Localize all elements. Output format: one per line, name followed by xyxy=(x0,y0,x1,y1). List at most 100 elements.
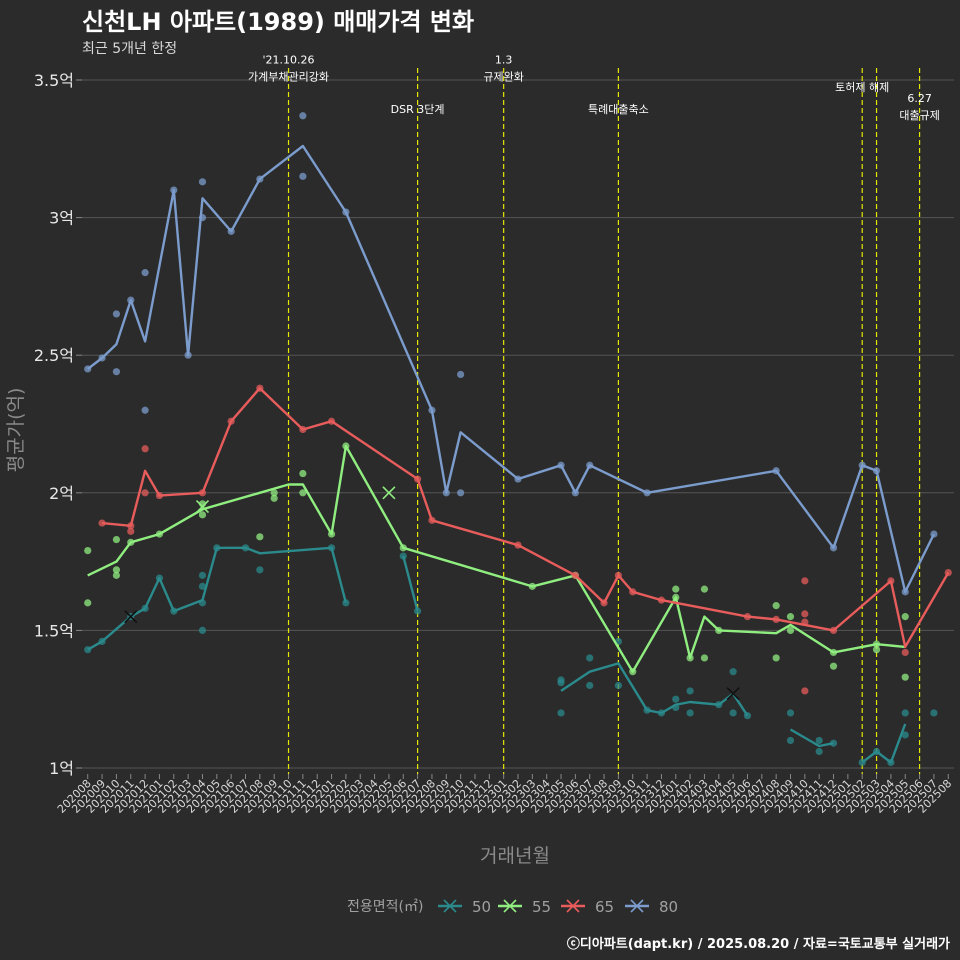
series-65 xyxy=(98,384,952,695)
series-50 xyxy=(84,544,938,767)
legend-title: 전용면적(㎡) xyxy=(347,899,423,915)
data-point xyxy=(557,676,565,684)
legend-item-80: 80 xyxy=(625,898,678,916)
event-label: DSR 3단계 xyxy=(391,103,445,116)
data-point xyxy=(270,489,278,497)
data-point xyxy=(127,527,135,535)
x-axis-ticks: 2020082020092020102020112020122021012021… xyxy=(55,774,954,816)
legend-label: 80 xyxy=(659,898,678,916)
series-line xyxy=(101,387,950,649)
y-tick-label: 3억 xyxy=(49,209,74,228)
data-point xyxy=(141,406,149,414)
data-point xyxy=(141,445,149,453)
data-point xyxy=(672,695,680,703)
data-point xyxy=(112,566,121,574)
series-80 xyxy=(84,112,938,596)
data-point xyxy=(829,662,838,670)
cross-mark xyxy=(195,499,210,514)
data-point xyxy=(198,571,207,579)
legend-label: 65 xyxy=(595,898,614,916)
data-point xyxy=(198,626,207,635)
data-series xyxy=(84,112,952,767)
data-point xyxy=(930,709,938,717)
data-point xyxy=(686,709,694,717)
event-label: 1.3 xyxy=(495,53,513,66)
series-line xyxy=(86,144,935,594)
data-point xyxy=(901,648,909,657)
y-tick-label: 2억 xyxy=(49,484,74,503)
data-point xyxy=(786,613,795,621)
data-point xyxy=(829,739,838,747)
data-point xyxy=(901,709,909,717)
y-tick-label: 1억 xyxy=(49,759,74,778)
y-axis-ticks: 1억 1.5억 2억 2.5억 3억 3.5억 xyxy=(34,71,82,778)
data-point xyxy=(815,747,823,756)
chart-subtitle: 최근 5개년 한정 xyxy=(82,41,178,57)
data-point xyxy=(614,681,622,690)
series-line xyxy=(560,662,749,717)
series-line xyxy=(789,728,834,748)
series-55 xyxy=(84,442,909,681)
event-label: '21.10.26 xyxy=(263,53,315,66)
data-point xyxy=(457,489,465,497)
cross-mark xyxy=(124,610,138,624)
data-point xyxy=(586,681,594,690)
data-point xyxy=(729,709,737,717)
data-point xyxy=(270,494,278,502)
x-axis-title: 거래년월 xyxy=(480,845,550,867)
data-point xyxy=(686,687,694,695)
series-line xyxy=(87,444,906,673)
grid-lines xyxy=(82,79,954,769)
source-footer: ⓒ디아파트(dapt.kr) / 2025.08.20 / 자료=국토교통부 실… xyxy=(566,937,950,952)
data-point xyxy=(299,489,307,497)
data-point xyxy=(112,535,121,544)
series-line xyxy=(87,546,348,651)
cross-mark xyxy=(726,687,740,701)
legend-item-55: 55 xyxy=(498,898,551,916)
legend: 전용면적(㎡) 50 55 65 80 xyxy=(347,898,678,916)
data-point xyxy=(901,613,909,621)
event-markers xyxy=(287,68,921,774)
data-point xyxy=(729,668,737,676)
data-point xyxy=(84,599,92,607)
legend-item-50: 50 xyxy=(438,898,491,916)
event-label: 규제완화 xyxy=(483,70,523,83)
data-point xyxy=(198,511,207,519)
data-point xyxy=(772,602,780,610)
event-label: 대출규제 xyxy=(899,109,939,122)
data-point xyxy=(399,552,407,560)
data-point xyxy=(112,571,121,579)
data-point xyxy=(256,533,264,541)
series-line xyxy=(861,723,907,764)
data-point xyxy=(112,310,121,318)
data-point xyxy=(801,577,809,585)
event-label: 가계부채관리강화 xyxy=(248,70,329,83)
data-point xyxy=(141,489,149,497)
data-point xyxy=(98,519,106,527)
legend-label: 50 xyxy=(472,898,491,916)
data-point xyxy=(299,112,307,120)
data-point xyxy=(84,546,92,555)
data-point xyxy=(457,370,465,379)
y-tick-label: 2.5억 xyxy=(34,346,74,365)
event-label: 특례대출축소 xyxy=(588,103,649,116)
legend-item-65: 65 xyxy=(561,898,614,916)
y-axis-title: 평균가(억) xyxy=(5,388,27,473)
data-point xyxy=(786,709,795,717)
y-tick-label: 3.5억 xyxy=(34,71,74,90)
series-line xyxy=(402,555,419,612)
data-point xyxy=(586,654,594,662)
data-point xyxy=(672,585,680,593)
data-point xyxy=(700,654,709,662)
data-point xyxy=(786,626,795,635)
data-point xyxy=(872,646,881,654)
data-point xyxy=(901,673,909,681)
data-point xyxy=(198,178,207,186)
data-point xyxy=(801,687,809,695)
legend-label: 55 xyxy=(532,898,551,916)
data-point xyxy=(801,610,809,618)
data-point xyxy=(141,269,149,277)
event-label: 6.27 xyxy=(907,92,932,105)
data-point xyxy=(112,368,121,376)
